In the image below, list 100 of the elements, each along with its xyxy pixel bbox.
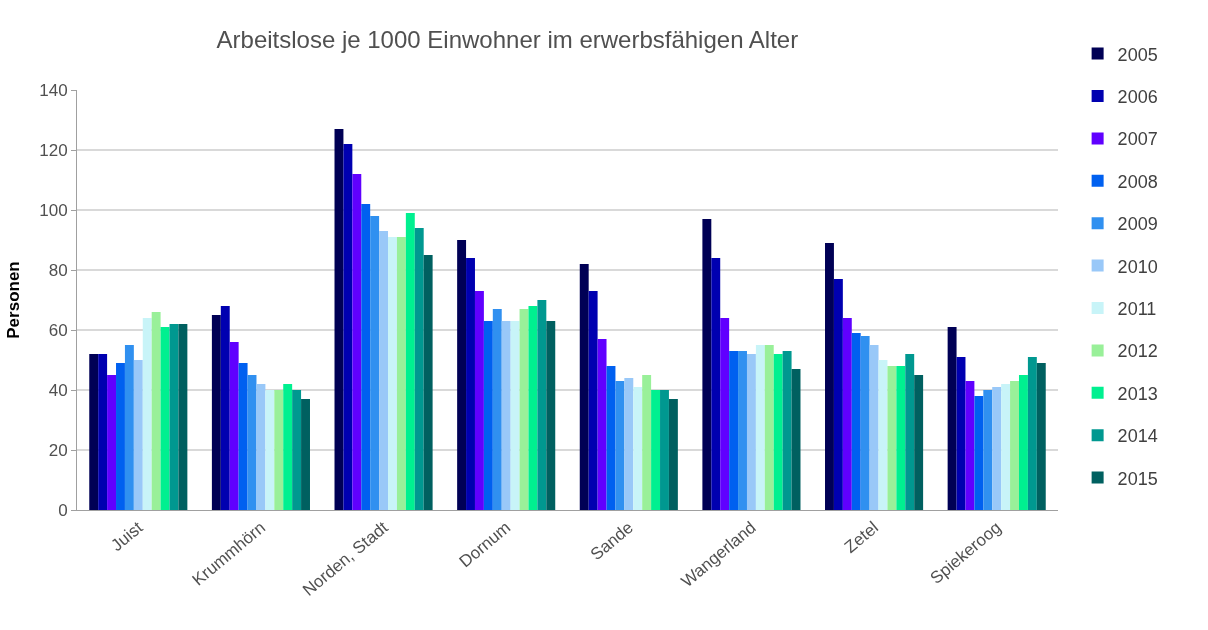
bar: [483, 321, 493, 510]
bar: [914, 375, 924, 510]
bar: [89, 354, 99, 510]
bar: [782, 351, 792, 510]
bar: [651, 390, 661, 510]
legend-label: 2005: [1117, 44, 1158, 65]
bar: [1010, 381, 1019, 510]
bar: [370, 216, 380, 510]
bar: [537, 300, 547, 510]
bar: [283, 384, 293, 510]
bar: [773, 354, 783, 510]
y-tick-label: 120: [39, 140, 68, 160]
bar: [606, 366, 616, 510]
bar: [642, 375, 652, 510]
y-tick-label: 80: [48, 260, 68, 280]
bar: [869, 345, 879, 510]
bar: [896, 366, 906, 510]
bar: [983, 390, 993, 510]
bar: [343, 144, 353, 510]
bar: [992, 387, 1002, 510]
bar: [405, 213, 415, 510]
bar: [519, 309, 529, 510]
bar: [974, 396, 984, 510]
bar: [151, 312, 161, 510]
bar: [615, 381, 625, 510]
bar: [466, 258, 475, 510]
bar: [457, 240, 467, 510]
y-tick-label: 20: [48, 440, 68, 460]
bar: [755, 345, 765, 510]
bar: [1027, 357, 1037, 510]
legend-label: 2014: [1117, 426, 1158, 447]
bar: [510, 321, 520, 510]
bar: [379, 231, 389, 510]
bar: [423, 255, 433, 510]
legend-label: 2006: [1117, 87, 1158, 108]
bar: [825, 243, 834, 510]
bar: [738, 351, 747, 510]
bar: [334, 129, 344, 510]
legend-label: 2012: [1117, 341, 1158, 362]
legend-label: 2010: [1117, 256, 1158, 277]
bar: [361, 204, 371, 510]
legend-label: 2007: [1117, 129, 1158, 150]
bar: [947, 327, 957, 510]
legend-label: 2013: [1117, 383, 1158, 404]
legend-label: 2015: [1117, 468, 1158, 489]
bar: [396, 237, 406, 510]
bar: [764, 345, 774, 510]
y-tick-label: 100: [39, 200, 68, 220]
bar: [905, 354, 915, 510]
y-tick-label: 40: [48, 380, 68, 400]
bar: [501, 321, 511, 510]
y-tick-label: 60: [48, 320, 68, 340]
bar: [474, 291, 484, 510]
bar: [229, 342, 239, 510]
bar: [878, 360, 888, 510]
chart-title: Arbeitslose je 1000 Einwohner im erwerbsfähigen Alter: [216, 26, 799, 54]
bar: [301, 399, 310, 510]
bar: [211, 315, 221, 510]
bar: [1036, 363, 1046, 510]
bar: [274, 390, 284, 510]
bar: [720, 318, 730, 510]
bar: [711, 258, 721, 510]
bar: [633, 387, 643, 510]
bar: [833, 279, 843, 510]
bar: [133, 360, 143, 510]
bar: [729, 351, 739, 510]
y-tick-label: 140: [39, 80, 68, 100]
y-tick-label: 0: [58, 500, 68, 520]
bar: [791, 369, 801, 510]
bar: [142, 318, 152, 510]
bar: [851, 333, 861, 510]
bar: [965, 381, 975, 510]
bar: [624, 378, 634, 510]
bar: [265, 390, 275, 510]
legend-label: 2011: [1117, 299, 1157, 320]
bar: [668, 399, 678, 510]
bar: [702, 219, 712, 510]
bar: [414, 228, 424, 510]
legend-label: 2009: [1117, 214, 1158, 235]
bar: [220, 306, 230, 510]
bar: [546, 321, 556, 510]
bar: [956, 357, 966, 510]
bar: [1018, 375, 1028, 510]
bar: [579, 264, 589, 510]
bar: [860, 336, 870, 510]
bar: [660, 390, 669, 510]
y-axis-title: Personen: [3, 261, 23, 339]
bar: [124, 345, 134, 510]
bar: [746, 354, 756, 510]
bar: [256, 384, 266, 510]
bar: [492, 309, 502, 510]
bar: [528, 306, 538, 510]
bar: [160, 327, 170, 510]
bar: [597, 339, 607, 510]
bar: [352, 174, 362, 510]
bar: [842, 318, 852, 510]
bar: [292, 390, 302, 510]
bar: [107, 375, 117, 510]
legend-label: 2008: [1117, 171, 1158, 192]
bar: [98, 354, 108, 510]
